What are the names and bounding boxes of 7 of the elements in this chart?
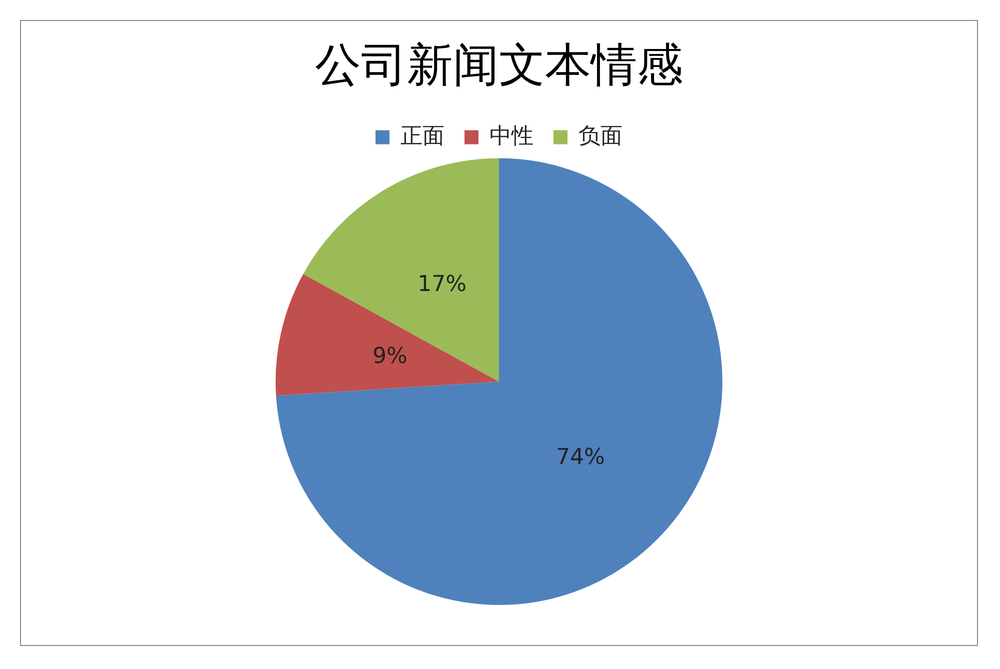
chart-title: 公司新闻文本情感 <box>315 38 683 92</box>
data-label: 17% <box>418 272 467 298</box>
data-label: 74% <box>556 444 605 470</box>
data-label: 9% <box>372 344 408 369</box>
legend-label: 负面 <box>578 124 622 149</box>
legend-label: 正面 <box>400 124 444 149</box>
legend-label: 中性 <box>490 124 534 149</box>
